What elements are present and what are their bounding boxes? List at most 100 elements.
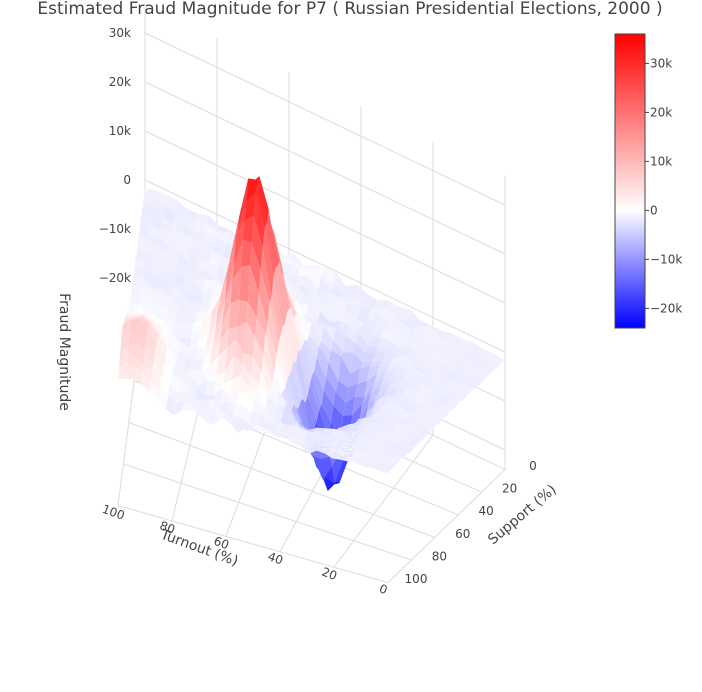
surface-cell [184, 319, 195, 329]
surface-cell [196, 213, 209, 223]
surface-cell [389, 359, 402, 367]
surface-cell [437, 362, 451, 375]
surface-cell [340, 310, 353, 328]
surface-cell [232, 405, 243, 418]
surface-cell [367, 337, 381, 349]
surface-cell [383, 330, 396, 335]
surface-cell [424, 362, 438, 373]
surface-cell [163, 270, 175, 287]
surface-cell [474, 357, 488, 365]
surface-cell [241, 239, 252, 267]
surface-cell [390, 395, 404, 398]
surface-cell [412, 410, 425, 415]
surface-cell [437, 410, 450, 416]
surface-cell [158, 237, 170, 252]
surface-cell [287, 434, 298, 440]
surface-cell [350, 315, 363, 328]
surface-cell [362, 322, 376, 334]
surface-cell [211, 249, 223, 256]
surface-cell [480, 349, 495, 357]
surface-cell [197, 410, 207, 422]
surface-cell [428, 405, 441, 412]
surface-cell [269, 383, 281, 395]
surface-cell [212, 245, 224, 256]
surface-cell [129, 325, 139, 336]
surface-cell [349, 442, 361, 452]
surface-cell [456, 341, 470, 351]
surface-cell [301, 265, 315, 269]
surface-cell [470, 342, 484, 353]
surface-cell [149, 296, 160, 304]
surface-cell [194, 394, 204, 401]
surface-cell [300, 429, 311, 434]
surface-cell [253, 191, 265, 247]
surface-cell [320, 299, 333, 323]
surface-cell [146, 252, 157, 263]
surface-cell [257, 383, 268, 408]
surface-cell [161, 374, 171, 384]
surface-cell [411, 423, 424, 431]
surface-cell [401, 356, 415, 367]
surface-cell [443, 356, 458, 365]
support-tick-label: 0 [529, 459, 537, 473]
surface-cell [248, 375, 260, 389]
surface-cell [295, 314, 307, 340]
surface-cell [370, 307, 384, 315]
surface-cell [355, 417, 368, 424]
surface-cell [234, 401, 245, 409]
surface-cell [415, 402, 428, 413]
surface-cell [279, 433, 290, 440]
surface-cell [167, 304, 178, 314]
surface-cell [251, 405, 262, 419]
surface-cell [294, 421, 306, 435]
surface-cell [205, 410, 215, 425]
surface-cell [200, 294, 212, 303]
surface-cell [189, 333, 200, 347]
surface-cell [435, 334, 449, 343]
surface-cell [390, 334, 404, 349]
surface-cell [204, 278, 216, 282]
surface-cell [396, 410, 410, 420]
surface-cell [457, 372, 471, 383]
surface-cell [394, 354, 408, 359]
surface-cell [121, 325, 131, 342]
surface-cell [354, 284, 368, 302]
surface-cell [208, 303, 220, 334]
surface-cell [148, 324, 158, 344]
surface-cell [266, 208, 278, 268]
surface-cell [230, 266, 242, 304]
surface-cell [386, 435, 399, 445]
surface-cell [322, 467, 335, 484]
surface-cell [299, 267, 313, 271]
surface-cell [257, 176, 269, 223]
surface-cell [190, 294, 202, 303]
surface-cell [131, 285, 142, 292]
surface-cell [205, 323, 217, 351]
surface-cell [338, 320, 351, 332]
surface-cell [133, 266, 145, 278]
surface-cell [338, 445, 350, 452]
surface-cell [213, 235, 226, 256]
surface-cell [169, 234, 181, 246]
surface-cell [142, 200, 154, 211]
surface-cell [168, 383, 178, 403]
surface-cell [152, 364, 162, 386]
surface-cell [257, 412, 268, 431]
surface-cell [184, 359, 195, 372]
surface-cell [425, 326, 439, 335]
surface-cell [187, 384, 197, 395]
surface-cell [183, 322, 194, 331]
surface-cell [157, 392, 167, 409]
surface-cell [252, 336, 264, 372]
surface-cell [330, 305, 343, 323]
surface-cell [414, 357, 428, 371]
surface-cell [245, 423, 256, 432]
surface-cell [389, 433, 402, 439]
surface-cell [459, 339, 474, 349]
surface-cell [199, 301, 210, 310]
surface-cell [387, 396, 401, 405]
surface-cell [388, 322, 402, 328]
surface-cell [152, 322, 162, 331]
surface-cell [166, 309, 177, 318]
surface-cell [130, 290, 141, 298]
